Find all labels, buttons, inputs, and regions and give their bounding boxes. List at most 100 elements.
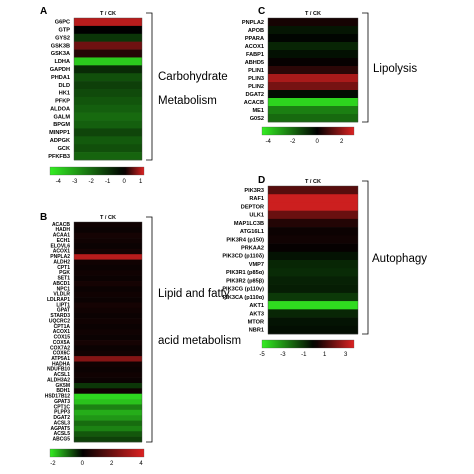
colorbar [49,166,145,176]
heatmap-cell [268,194,358,203]
heatmap-cell [268,325,358,335]
panel-letter: D [258,175,265,186]
row-label: PIK3R4 (p150) [226,237,264,243]
heatmap-cell [268,90,358,99]
row-label: DGAT2 [53,415,70,421]
heatmap-cell [74,96,142,106]
heatmap-cell [74,65,142,74]
row-label: PIK3R3 [244,188,264,194]
heatmap-cell [268,98,358,107]
group-bracket [362,12,369,123]
row-label: DGAT2 [245,92,264,98]
group-label: Metabolism [158,95,217,107]
heatmap-cell [74,409,142,416]
column-header: T / CK [100,215,116,221]
heatmap-cell [74,436,142,443]
heatmap-cell [268,251,358,261]
row-label: PHDA1 [51,75,70,81]
heatmap-panel-c: C T / CK PNPLA2 APOB PPARA ACOX1 FABP1 ABHD5 PLI… [242,6,417,145]
group-label: Autophagy [372,253,427,265]
heatmap-cell [268,292,358,302]
heatmap-cell [74,120,142,129]
heatmap-cell [74,81,142,90]
heatmap-cell [268,202,358,211]
row-label: GALM [54,114,71,120]
row-label: PPARA [245,36,264,42]
row-label: ELOVL6 [51,243,71,249]
row-label: COX6C [53,351,71,357]
colorbar-tick-label: 3 [344,352,348,358]
heatmap-cell [74,302,142,309]
colorbar-tick-label: -1 [105,179,111,185]
colorbar-tick-label: -4 [265,139,271,145]
colorbar [49,448,145,458]
heatmap-cell [268,309,358,318]
heatmap-cell [74,377,142,384]
row-label: ALDH2 [53,259,70,265]
row-label: DLD [59,83,71,89]
heatmap-cell [74,286,142,293]
row-label: HK1 [59,91,70,97]
heatmap-cell [268,317,358,327]
heatmap-cell [268,18,358,27]
row-label: PIK3CG (p110γ) [222,287,264,293]
row-label: COX15 [54,335,71,341]
row-label: PLIN1 [248,68,264,74]
group-label: Carbohydrate [158,71,228,83]
heatmap-cell [268,106,358,115]
heatmap-cell [74,112,142,121]
heatmap-cell [74,313,142,319]
panel-letter: C [258,6,265,17]
row-label: AGPAT5 [50,426,70,432]
row-label: MAP1LC3B [234,221,264,227]
heatmap-cell [74,144,142,153]
heatmap-cell [74,57,142,66]
panel-letter: A [40,6,47,17]
row-label: FABP1 [246,52,264,58]
heatmap-cell [268,82,358,91]
colorbar-tick-label: -3 [280,352,286,358]
row-label: ACSL3 [54,420,71,426]
heatmap-cell [268,268,358,277]
row-label: AKT3 [249,311,264,317]
row-label: ACAA1 [53,233,70,239]
heatmap-border [267,185,359,335]
row-label: PGK [59,270,70,276]
heatmap-cell [74,350,142,357]
row-label: MINPP1 [49,130,70,136]
heatmap-cell [74,431,142,437]
heatmap-cell [268,260,358,269]
heatmap-cell [268,50,358,59]
row-label: PLIN2 [248,84,264,90]
colorbar-tick-label: 0 [316,139,320,145]
heatmap-border [73,17,143,161]
heatmap-cell [268,58,358,67]
row-label: COX5A [53,340,71,346]
row-label: SET1 [57,276,70,282]
row-label: BPGM [53,122,70,128]
row-label: PRKAA2 [241,245,264,251]
row-label: ME1 [252,108,264,114]
colorbar-tick-label: 1 [323,352,327,358]
heatmap-cell [74,33,142,42]
heatmap-cell [74,340,142,346]
heatmap-cell [268,74,358,83]
row-label: STARD3 [50,313,70,319]
heatmap-cell [74,128,142,137]
heatmap-cell [74,425,142,432]
row-label: G0S2 [250,116,264,122]
row-label: GSK3B [51,43,70,49]
row-label: NBR1 [249,328,264,334]
heatmap-cell [74,318,142,325]
row-label: PIK3R1 (p85α) [226,270,264,276]
heatmap-cell [74,388,142,395]
heatmap-cell [268,114,358,123]
colorbar [261,339,355,349]
heatmap-cell [268,243,358,253]
row-label: HADH [56,227,71,233]
heatmap-panel-d: D T / CK PIK3R3 RAF1 DEPTOR ULK1 MAP1LC3B ATG16… [222,175,427,358]
colorbar-tick-label: -2 [50,461,56,467]
